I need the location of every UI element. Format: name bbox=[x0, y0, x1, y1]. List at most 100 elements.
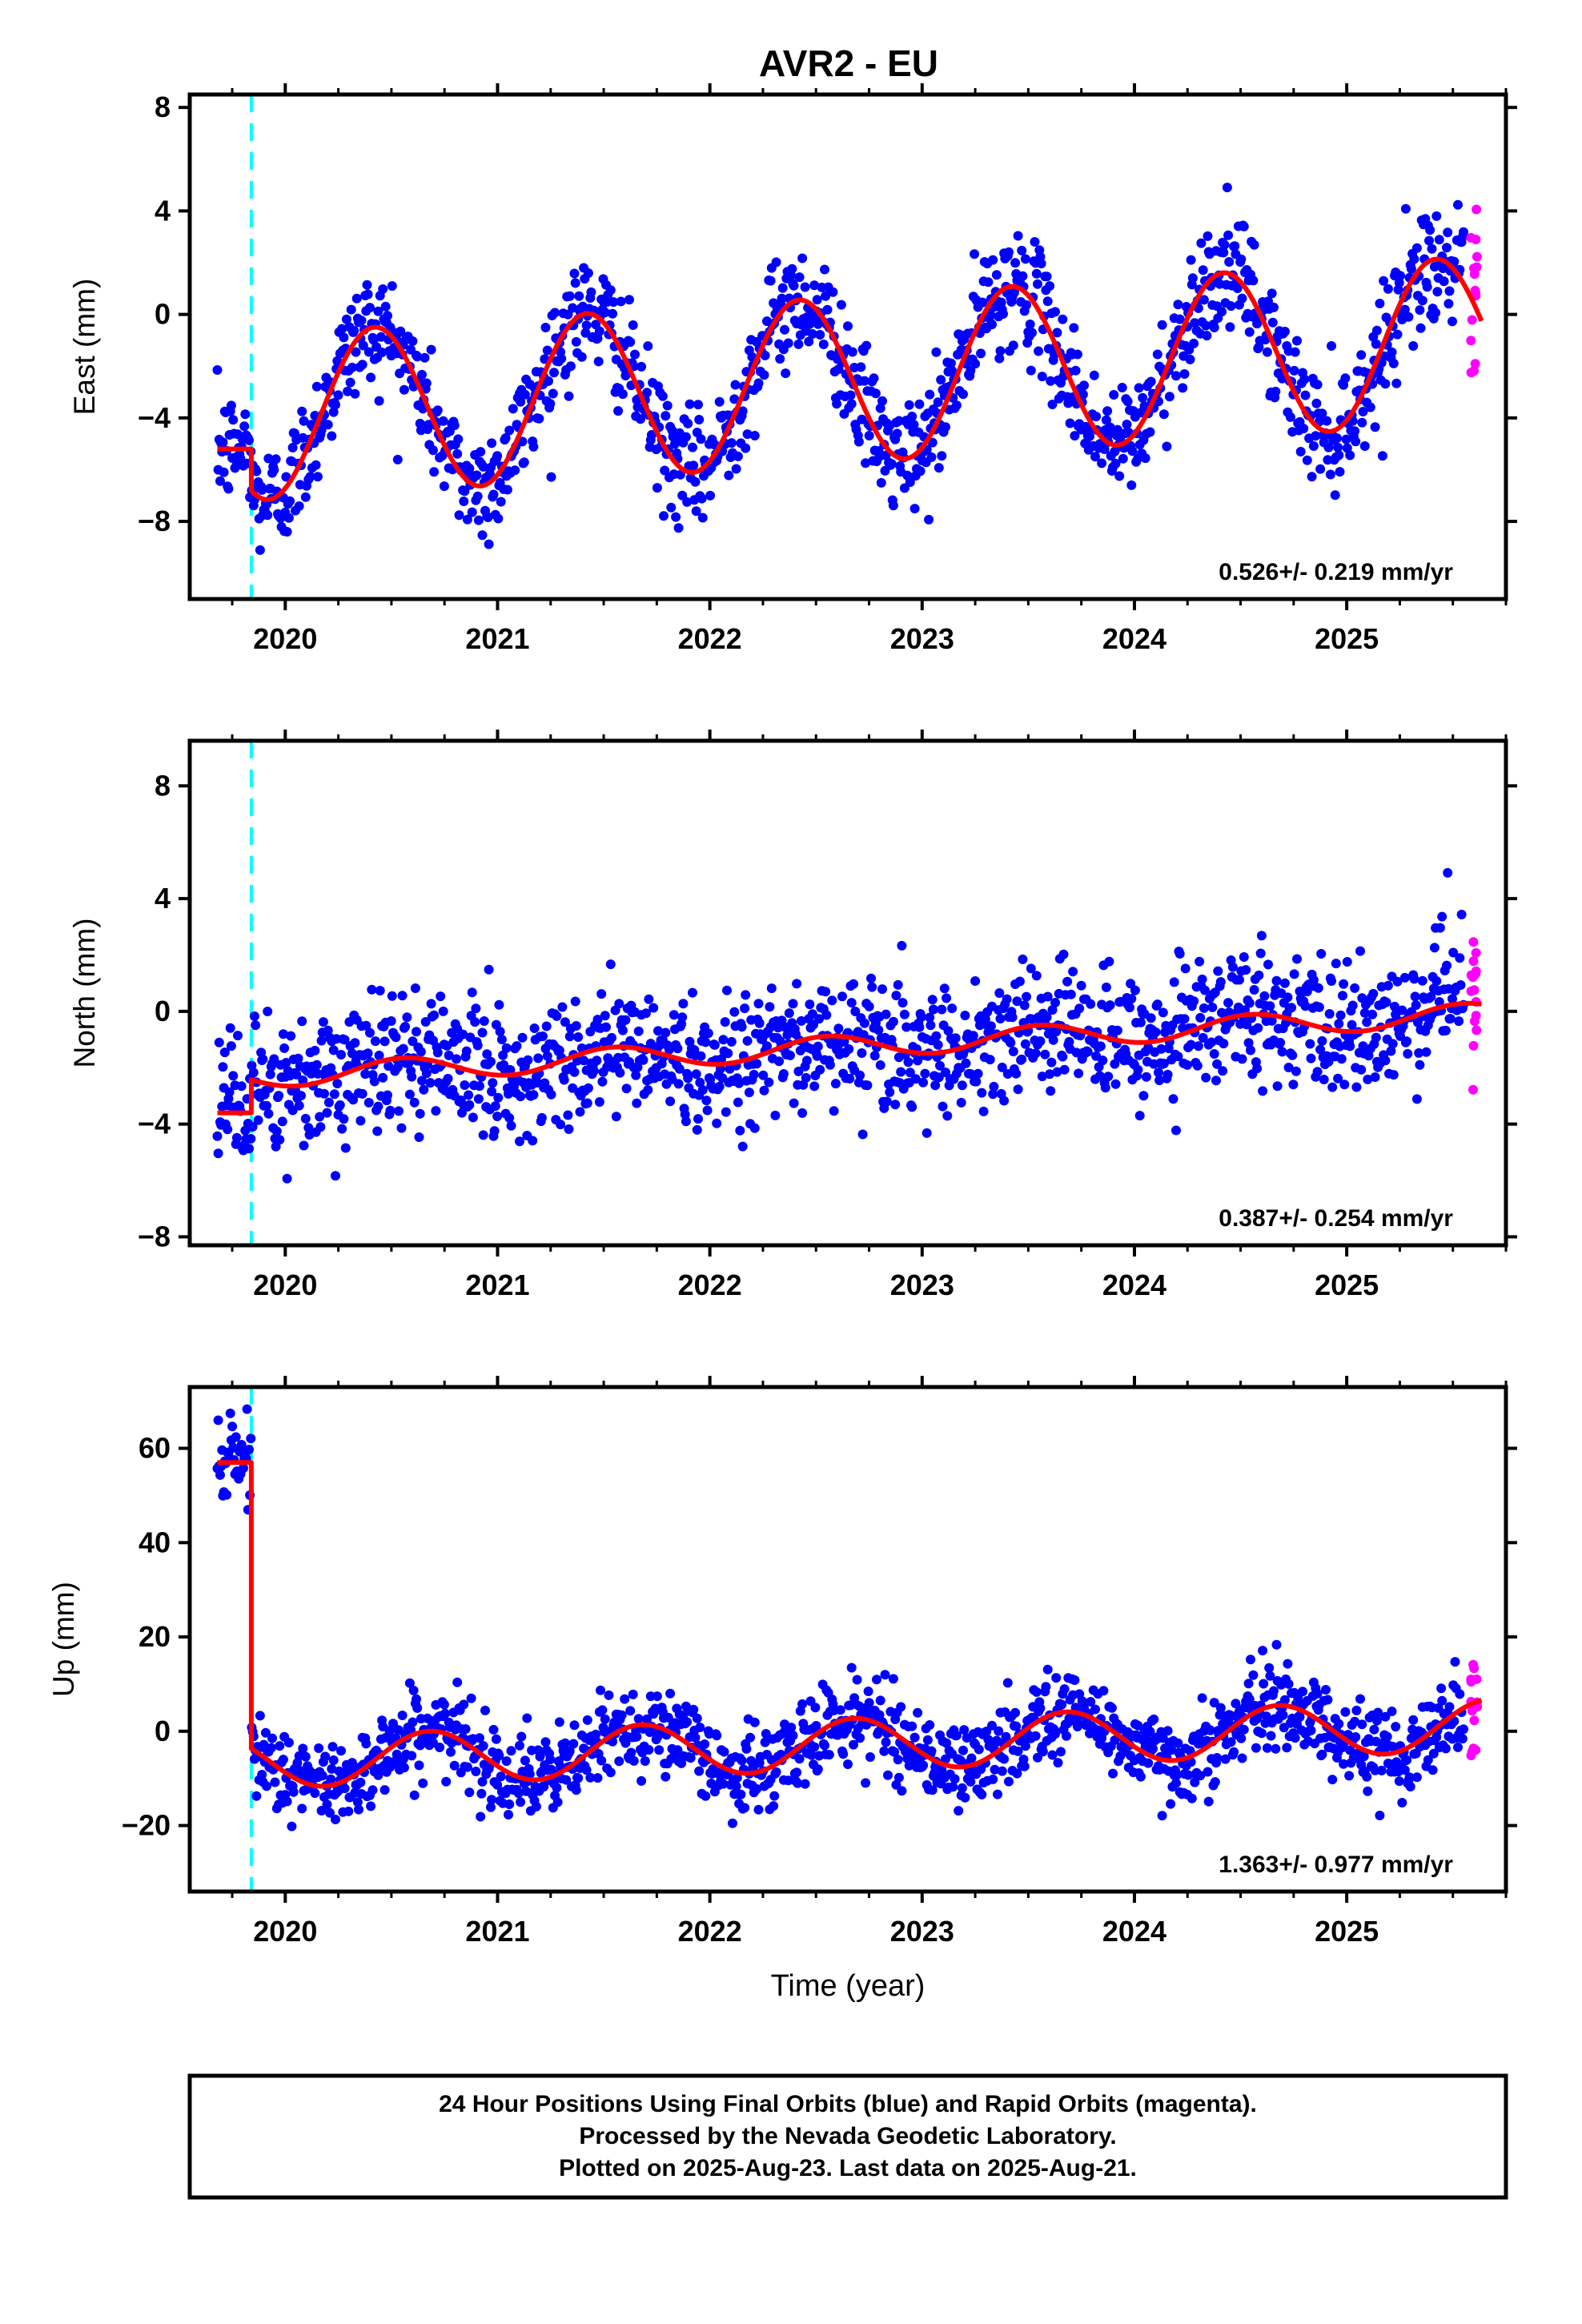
final-point bbox=[1166, 1745, 1177, 1755]
final-point bbox=[1052, 1067, 1062, 1077]
final-point bbox=[1158, 1007, 1168, 1018]
final-point bbox=[1166, 1799, 1176, 1809]
final-point bbox=[925, 1720, 935, 1730]
final-point bbox=[1074, 1068, 1084, 1079]
final-point bbox=[794, 272, 805, 283]
final-point bbox=[1279, 327, 1290, 336]
final-point bbox=[797, 1108, 808, 1118]
final-point bbox=[642, 1714, 652, 1724]
final-point bbox=[581, 1765, 592, 1775]
final-point bbox=[796, 1015, 806, 1026]
final-point bbox=[1437, 1695, 1447, 1706]
final-point bbox=[489, 1126, 500, 1136]
final-point bbox=[476, 1811, 486, 1822]
final-point bbox=[1099, 444, 1110, 454]
final-point bbox=[323, 1097, 334, 1108]
final-point bbox=[907, 1102, 917, 1112]
final-point bbox=[484, 539, 494, 549]
final-point bbox=[1146, 376, 1156, 387]
final-point bbox=[752, 1783, 762, 1794]
final-point bbox=[392, 1062, 403, 1072]
final-point bbox=[1133, 1720, 1143, 1731]
final-point bbox=[1415, 1059, 1425, 1070]
final-point bbox=[1006, 1038, 1016, 1048]
final-point bbox=[223, 484, 234, 494]
final-point bbox=[459, 497, 469, 506]
final-point bbox=[1311, 431, 1321, 441]
final-point bbox=[864, 1698, 874, 1708]
final-point bbox=[1344, 1771, 1355, 1781]
final-point bbox=[820, 1740, 829, 1751]
final-point bbox=[838, 1749, 849, 1759]
final-point bbox=[239, 1463, 248, 1474]
final-point bbox=[515, 1136, 524, 1147]
final-point bbox=[936, 375, 946, 385]
final-point bbox=[888, 1016, 898, 1027]
final-point bbox=[681, 432, 691, 442]
final-point bbox=[741, 990, 751, 1000]
final-point bbox=[682, 1717, 693, 1727]
final-point bbox=[1218, 1066, 1228, 1076]
final-point bbox=[464, 1787, 475, 1798]
final-point bbox=[907, 1721, 917, 1731]
final-point bbox=[1381, 997, 1391, 1007]
final-point bbox=[1198, 265, 1208, 275]
final-point bbox=[487, 438, 497, 448]
final-point bbox=[400, 1022, 411, 1031]
final-point bbox=[901, 1022, 912, 1032]
final-point bbox=[987, 1720, 997, 1731]
footer-line-3: Plotted on 2025-Aug-23. Last data on 202… bbox=[559, 2155, 1137, 2181]
final-point bbox=[319, 1088, 329, 1099]
rapid-point bbox=[1469, 269, 1480, 279]
final-point bbox=[1018, 954, 1028, 964]
final-point bbox=[582, 1098, 592, 1108]
final-point bbox=[1058, 314, 1068, 324]
final-point bbox=[1369, 1724, 1379, 1735]
final-point bbox=[1046, 376, 1056, 386]
final-point bbox=[460, 486, 470, 497]
final-point bbox=[1133, 1064, 1143, 1075]
final-point bbox=[740, 1003, 750, 1014]
final-point bbox=[794, 1754, 805, 1764]
final-point bbox=[1432, 287, 1443, 297]
final-point bbox=[392, 454, 403, 464]
final-point bbox=[582, 1715, 592, 1725]
final-point bbox=[1331, 959, 1341, 969]
final-point bbox=[452, 1054, 461, 1064]
final-point bbox=[696, 1051, 706, 1061]
final-point bbox=[1456, 910, 1467, 919]
final-point bbox=[545, 1755, 556, 1765]
final-point bbox=[970, 359, 981, 369]
final-point bbox=[1306, 1053, 1316, 1063]
final-point bbox=[1050, 1729, 1060, 1739]
east-panel: −8 −4 0 4 8 2020 2021 2022 2023 2024 2025 East (mm)… bbox=[68, 83, 1517, 655]
final-point bbox=[1341, 434, 1351, 444]
final-point bbox=[1053, 1758, 1063, 1768]
final-point bbox=[459, 1699, 469, 1710]
final-point bbox=[1074, 1003, 1085, 1014]
final-point bbox=[436, 991, 446, 1002]
final-point bbox=[1020, 1039, 1030, 1049]
final-point bbox=[728, 1818, 737, 1828]
final-point bbox=[788, 1731, 798, 1741]
final-point bbox=[1455, 953, 1465, 963]
final-point bbox=[564, 1124, 574, 1134]
final-point bbox=[977, 1789, 987, 1799]
final-point bbox=[538, 1031, 548, 1041]
final-point bbox=[231, 1132, 242, 1143]
final-point bbox=[832, 399, 842, 409]
final-point bbox=[999, 1096, 1010, 1106]
final-point bbox=[921, 1128, 932, 1138]
final-point bbox=[736, 1789, 746, 1799]
final-point bbox=[709, 1039, 720, 1050]
final-point bbox=[1217, 1710, 1227, 1720]
final-point bbox=[869, 373, 879, 384]
final-point bbox=[563, 1110, 573, 1120]
final-point bbox=[297, 1803, 307, 1814]
final-point bbox=[1427, 243, 1437, 254]
final-point bbox=[835, 1705, 845, 1715]
final-point bbox=[825, 1059, 835, 1070]
final-point bbox=[1327, 976, 1336, 986]
final-point bbox=[1172, 1770, 1182, 1780]
final-point bbox=[714, 1081, 725, 1092]
